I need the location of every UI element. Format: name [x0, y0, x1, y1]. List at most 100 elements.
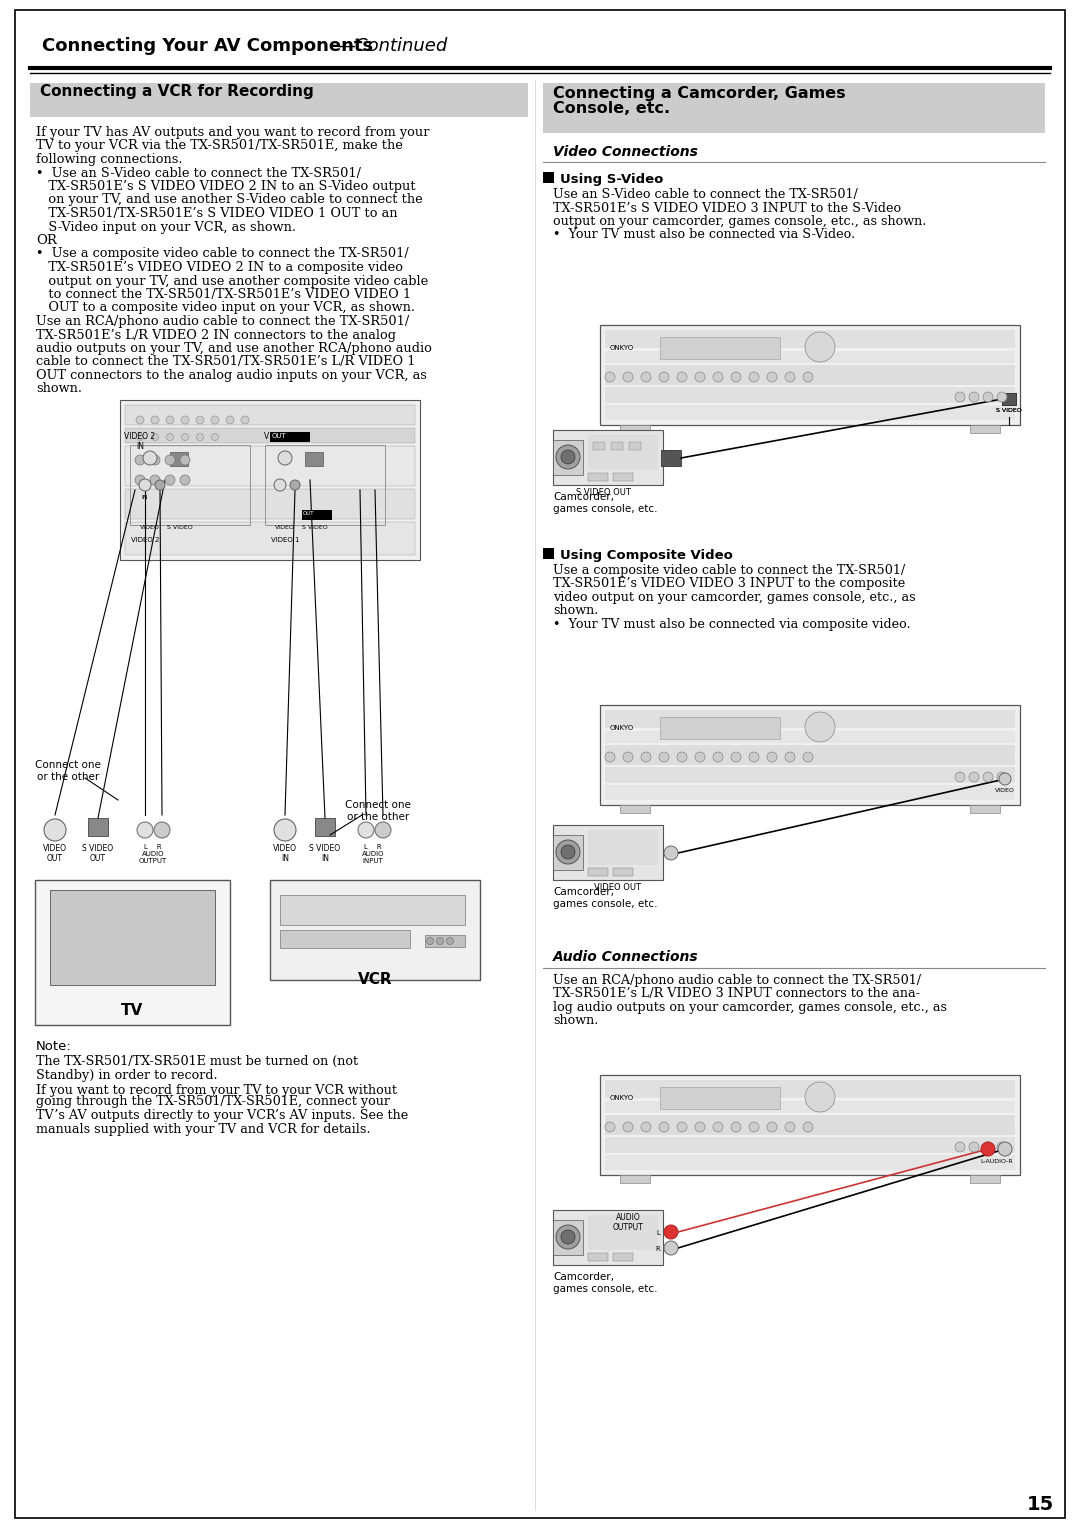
Circle shape — [278, 451, 292, 465]
Circle shape — [750, 752, 759, 762]
Circle shape — [135, 475, 145, 484]
Bar — [125, 405, 415, 425]
Circle shape — [154, 822, 170, 837]
Bar — [600, 1076, 1020, 1175]
Circle shape — [180, 455, 190, 465]
Text: L    R
AUDIO
OUTPUT: L R AUDIO OUTPUT — [139, 843, 167, 863]
Text: TV’s AV outputs directly to your VCR’s AV inputs. See the: TV’s AV outputs directly to your VCR’s A… — [36, 1109, 408, 1122]
Circle shape — [696, 1122, 705, 1132]
Circle shape — [375, 822, 391, 837]
Text: shown.: shown. — [553, 605, 598, 617]
Circle shape — [981, 1141, 995, 1157]
Bar — [605, 1115, 1015, 1135]
Circle shape — [136, 434, 144, 440]
Circle shape — [561, 1230, 575, 1244]
Text: The TX-SR501/TX-SR501E must be turned on (not: The TX-SR501/TX-SR501E must be turned on… — [36, 1054, 359, 1068]
Text: Audio Connections: Audio Connections — [553, 950, 699, 964]
Text: following connections.: following connections. — [36, 153, 183, 167]
Circle shape — [767, 1122, 777, 1132]
Text: VIDEO 1: VIDEO 1 — [265, 432, 296, 442]
Circle shape — [955, 393, 966, 402]
Bar — [1002, 393, 1016, 405]
Circle shape — [623, 1122, 633, 1132]
Circle shape — [436, 938, 444, 944]
Bar — [588, 435, 658, 471]
Text: ONKYO: ONKYO — [610, 1096, 634, 1102]
Circle shape — [731, 752, 741, 762]
Bar — [605, 1102, 1015, 1112]
Text: TV to your VCR via the TX-SR501/TX-SR501E, make the: TV to your VCR via the TX-SR501/TX-SR501… — [36, 139, 403, 153]
Text: VCR: VCR — [357, 972, 392, 987]
Text: Camcorder,
games console, etc.: Camcorder, games console, etc. — [553, 1271, 658, 1294]
Text: output on your TV, and use another composite video cable: output on your TV, and use another compo… — [36, 275, 429, 287]
Circle shape — [180, 475, 190, 484]
Bar — [600, 704, 1020, 805]
Bar — [660, 1086, 780, 1109]
Bar — [660, 338, 780, 359]
Circle shape — [659, 752, 669, 762]
Bar — [613, 868, 633, 876]
Bar — [588, 868, 608, 876]
Text: video output on your camcorder, games console, etc., as: video output on your camcorder, games co… — [553, 591, 916, 604]
Circle shape — [983, 772, 993, 782]
Circle shape — [642, 1122, 651, 1132]
Circle shape — [713, 1122, 723, 1132]
Text: •  Use an S-Video cable to connect the TX-SR501/: • Use an S-Video cable to connect the TX… — [36, 167, 361, 179]
Bar — [970, 805, 1000, 813]
Bar — [588, 1253, 608, 1261]
Bar — [87, 817, 108, 836]
Text: to connect the TX-SR501/TX-SR501E’s VIDEO VIDEO 1: to connect the TX-SR501/TX-SR501E’s VIDE… — [36, 287, 411, 301]
Bar — [125, 446, 415, 486]
Circle shape — [427, 938, 433, 944]
Circle shape — [696, 371, 705, 382]
Circle shape — [785, 1122, 795, 1132]
Circle shape — [135, 455, 145, 465]
Bar — [270, 432, 310, 442]
Bar — [620, 805, 650, 813]
Circle shape — [642, 371, 651, 382]
Circle shape — [556, 1225, 580, 1248]
Bar — [588, 474, 608, 481]
Bar — [588, 830, 658, 865]
Bar — [605, 746, 1015, 766]
Circle shape — [713, 371, 723, 382]
Circle shape — [659, 371, 669, 382]
Circle shape — [605, 752, 615, 762]
Circle shape — [151, 434, 159, 440]
Text: VIDEO
IN: VIDEO IN — [273, 843, 297, 863]
Bar — [170, 452, 188, 466]
Text: Connecting a VCR for Recording: Connecting a VCR for Recording — [40, 84, 314, 99]
Text: 15: 15 — [1026, 1494, 1054, 1514]
Text: Connect one
or the other: Connect one or the other — [346, 801, 410, 822]
Circle shape — [137, 822, 153, 837]
Text: VIDEO: VIDEO — [275, 526, 295, 530]
Text: Note:: Note: — [36, 1041, 71, 1053]
Bar — [543, 549, 554, 559]
Circle shape — [226, 416, 234, 423]
Circle shape — [677, 752, 687, 762]
Text: If you want to record from your TV to your VCR without: If you want to record from your TV to yo… — [36, 1083, 397, 1097]
Bar — [280, 931, 410, 947]
Circle shape — [767, 752, 777, 762]
Circle shape — [750, 1122, 759, 1132]
Circle shape — [623, 752, 633, 762]
Text: L    R
AUDIO
INPUT: L R AUDIO INPUT — [362, 843, 384, 863]
Text: Use an S-Video cable to connect the TX-SR501/: Use an S-Video cable to connect the TX-S… — [553, 188, 858, 202]
Circle shape — [677, 1122, 687, 1132]
Bar — [605, 330, 1015, 348]
Bar — [302, 510, 332, 520]
Circle shape — [446, 938, 454, 944]
Bar — [50, 889, 215, 986]
Bar — [270, 880, 480, 979]
Circle shape — [969, 772, 978, 782]
Text: Using Composite Video: Using Composite Video — [561, 549, 733, 562]
Text: S VIDEO
IN: S VIDEO IN — [310, 843, 340, 863]
Text: going through the TX-SR501/TX-SR501E, connect your: going through the TX-SR501/TX-SR501E, co… — [36, 1096, 390, 1108]
Circle shape — [556, 840, 580, 863]
Bar — [426, 935, 465, 947]
Text: Camcorder,
games console, etc.: Camcorder, games console, etc. — [553, 492, 658, 513]
Circle shape — [156, 480, 165, 490]
Text: L-AUDIO-R: L-AUDIO-R — [981, 1160, 1013, 1164]
Bar — [553, 429, 663, 484]
Text: VIDEO: VIDEO — [995, 788, 1015, 793]
